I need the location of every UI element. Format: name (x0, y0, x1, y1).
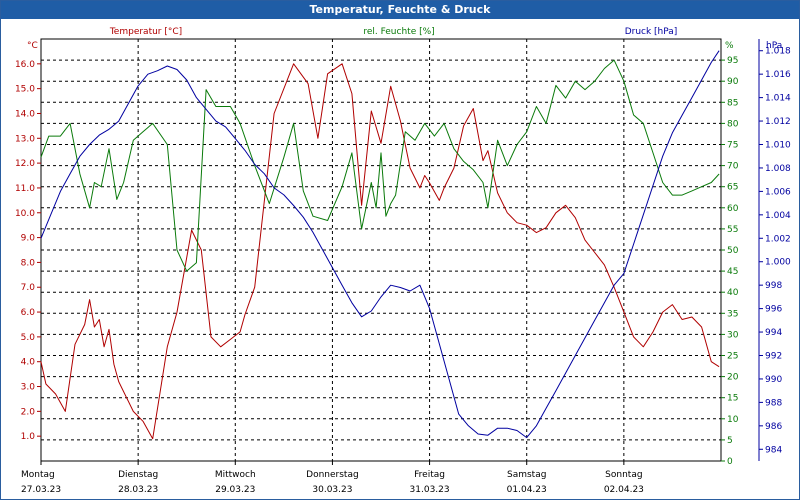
day-name-label: Samstag (507, 470, 546, 480)
humidity-tick-label: 80 (727, 119, 739, 129)
temperature-tick-labels: 1.0 2.0 3.0 4.0 5.0 6.0 7.0 8.0 9.0 10.0 11.0 12.0 1… (15, 60, 35, 442)
pressure-tick-label: 984 (765, 445, 782, 455)
pressure-tick-label: 1.016 (765, 70, 791, 80)
humidity-tick-label: 65 (727, 183, 738, 193)
day-date-label: 27.03.23 (21, 485, 61, 495)
humidity-tick-label: 20 (727, 373, 739, 383)
temperature-tick-label: 6.0 (21, 308, 36, 318)
day-date-label: 01.04.23 (507, 485, 547, 495)
pressure-tick-label: 996 (765, 305, 782, 315)
day-date-label: 31.03.23 (410, 485, 450, 495)
pressure-unit-label: hPa (766, 41, 782, 51)
humidity-tick-label: 70 (727, 162, 739, 172)
temperature-tick-label: 10.0 (15, 209, 35, 219)
day-date-label: 29.03.23 (215, 485, 255, 495)
humidity-tick-label: 45 (727, 267, 738, 277)
temperature-series-line (40, 63, 720, 440)
humidity-tick-label: 5 (727, 436, 733, 446)
window-title: Temperatur, Feuchte & Druck (1, 1, 799, 19)
day-name-label: Mittwoch (215, 470, 256, 480)
pressure-tick-label: 998 (765, 281, 782, 291)
pressure-tick-label: 1.008 (765, 164, 791, 174)
pressure-tick-label: 1.000 (765, 258, 791, 268)
pressure-tick-label: 1.004 (765, 211, 791, 221)
humidity-tick-labels: 0 5 10 15 20 25 30 35 40 45 50 55 60 65 70 75 80 85 90 95 (727, 56, 739, 467)
day-date-label: 30.03.23 (312, 485, 352, 495)
humidity-tick-label: 10 (727, 415, 739, 425)
pressure-tick-label: 988 (765, 398, 782, 408)
day-name-label: Dienstag (118, 470, 158, 480)
humidity-tick-label: 95 (727, 56, 738, 66)
pressure-tick-label: 992 (765, 352, 782, 362)
humidity-tick-label: 30 (727, 330, 739, 340)
legend-temperature: Temperatur [°C] (109, 27, 182, 37)
day-date-label: 28.03.23 (118, 485, 158, 495)
humidity-tick-label: 0 (727, 457, 733, 467)
temperature-tick-label: 1.0 (21, 432, 36, 442)
temperature-tick-label: 15.0 (15, 85, 35, 95)
humidity-unit-label: % (725, 41, 734, 51)
humidity-tick-label: 90 (727, 77, 739, 87)
pressure-tick-label: 1.002 (765, 234, 791, 244)
pressure-tick-label: 990 (765, 375, 782, 385)
legend-humidity: rel. Feuchte [%] (363, 27, 434, 37)
day-name-label: Sonntag (605, 470, 642, 480)
temperature-tick-label: 3.0 (21, 383, 36, 393)
humidity-tick-label: 55 (727, 225, 738, 235)
humidity-tick-label: 35 (727, 309, 738, 319)
day-name-label: Freitag (414, 470, 445, 480)
temperature-unit-label: °C (27, 41, 38, 51)
temperature-tick-label: 5.0 (21, 333, 36, 343)
pressure-tick-label: 1.006 (765, 187, 791, 197)
humidity-tick-label: 15 (727, 394, 738, 404)
humidity-tick-label: 75 (727, 141, 738, 151)
temperature-tick-label: 11.0 (15, 184, 35, 194)
humidity-tick-label: 25 (727, 352, 738, 362)
humidity-series-line (40, 59, 720, 272)
plot-area-frame (37, 38, 763, 465)
legend-pressure: Druck [hPa] (625, 27, 678, 37)
humidity-tick-label: 85 (727, 98, 738, 108)
temperature-tick-label: 7.0 (21, 283, 36, 293)
grid-lines (41, 39, 721, 461)
temperature-tick-label: 12.0 (15, 159, 35, 169)
humidity-tick-label: 50 (727, 246, 739, 256)
temperature-tick-label: 14.0 (15, 109, 35, 119)
pressure-tick-label: 994 (765, 328, 782, 338)
day-name-label: Montag (21, 470, 55, 480)
pressure-tick-label: 1.010 (765, 141, 791, 151)
day-date-label: 02.04.23 (604, 485, 644, 495)
pressure-series-line (40, 50, 720, 439)
temperature-tick-label: 8.0 (21, 258, 36, 268)
pressure-tick-label: 1.014 (765, 94, 791, 104)
pressure-tick-labels: 984 986 988 990 992 994 996 998 1.000 1.002 1.004 1… (765, 47, 791, 456)
pressure-tick-label: 986 (765, 422, 782, 432)
temperature-tick-label: 16.0 (15, 60, 35, 70)
pressure-tick-label: 1.012 (765, 117, 791, 127)
temperature-tick-label: 2.0 (21, 407, 36, 417)
series-lines (40, 50, 720, 440)
pressure-tick-label: 1.018 (765, 47, 791, 57)
day-name-label: Donnerstag (306, 470, 359, 480)
humidity-tick-label: 60 (727, 204, 739, 214)
temperature-tick-label: 13.0 (15, 134, 35, 144)
humidity-tick-label: 40 (727, 288, 739, 298)
day-tick-labels: Montag 27.03.23 Dienstag 28.03.23 Mittwoch 29… (21, 470, 644, 495)
temperature-tick-label: 4.0 (21, 358, 36, 368)
temperature-tick-label: 9.0 (21, 234, 36, 244)
